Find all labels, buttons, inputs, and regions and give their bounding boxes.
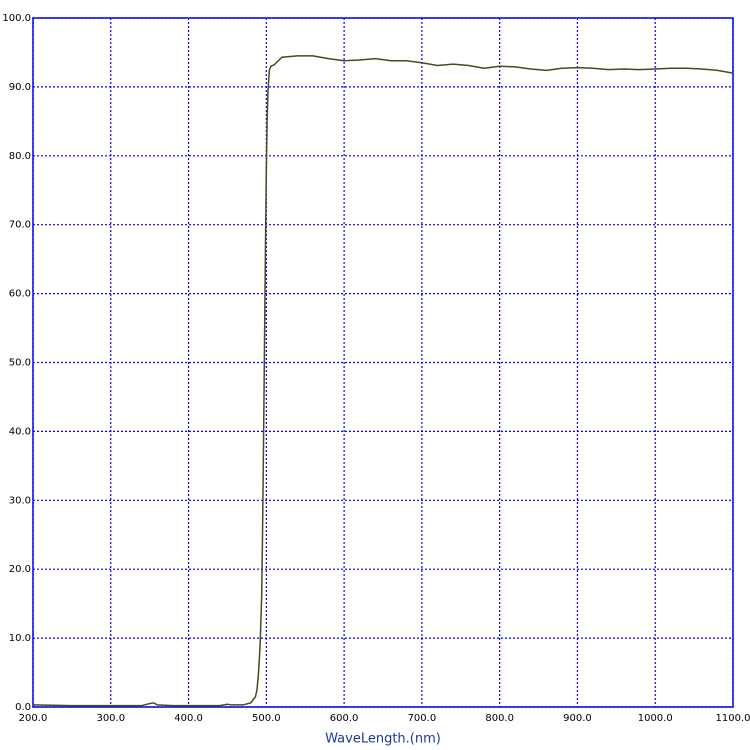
data-line [32,55,734,707]
y-tick-label: 0.0 [15,702,31,713]
x-tick-label: 600.0 [330,713,359,724]
y-tick-label: 70.0 [9,220,31,231]
x-tick-label: 400.0 [174,713,203,724]
x-tick-label: 1100.0 [716,713,750,724]
y-tick-label: 60.0 [9,289,31,300]
y-tick-label: 10.0 [9,633,31,644]
y-tick-label: 50.0 [9,358,31,369]
y-tick-label: 40.0 [9,426,31,437]
x-tick-label: 300.0 [96,713,125,724]
x-tick-label: 500.0 [252,713,281,724]
x-axis-label: WaveLength.(nm) [325,732,441,747]
plot-frame [32,17,734,708]
x-tick-label: 1000.0 [638,713,673,724]
y-tick-label: 90.0 [9,82,31,93]
y-tick-label: 30.0 [9,495,31,506]
x-tick-label: 700.0 [408,713,437,724]
x-tick-label: 900.0 [563,713,592,724]
x-tick-label: 800.0 [485,713,514,724]
y-tick-label: 100.0 [2,13,31,24]
x-tick-label: 200.0 [19,713,48,724]
y-tick-label: 80.0 [9,151,31,162]
y-tick-label: 20.0 [9,564,31,575]
